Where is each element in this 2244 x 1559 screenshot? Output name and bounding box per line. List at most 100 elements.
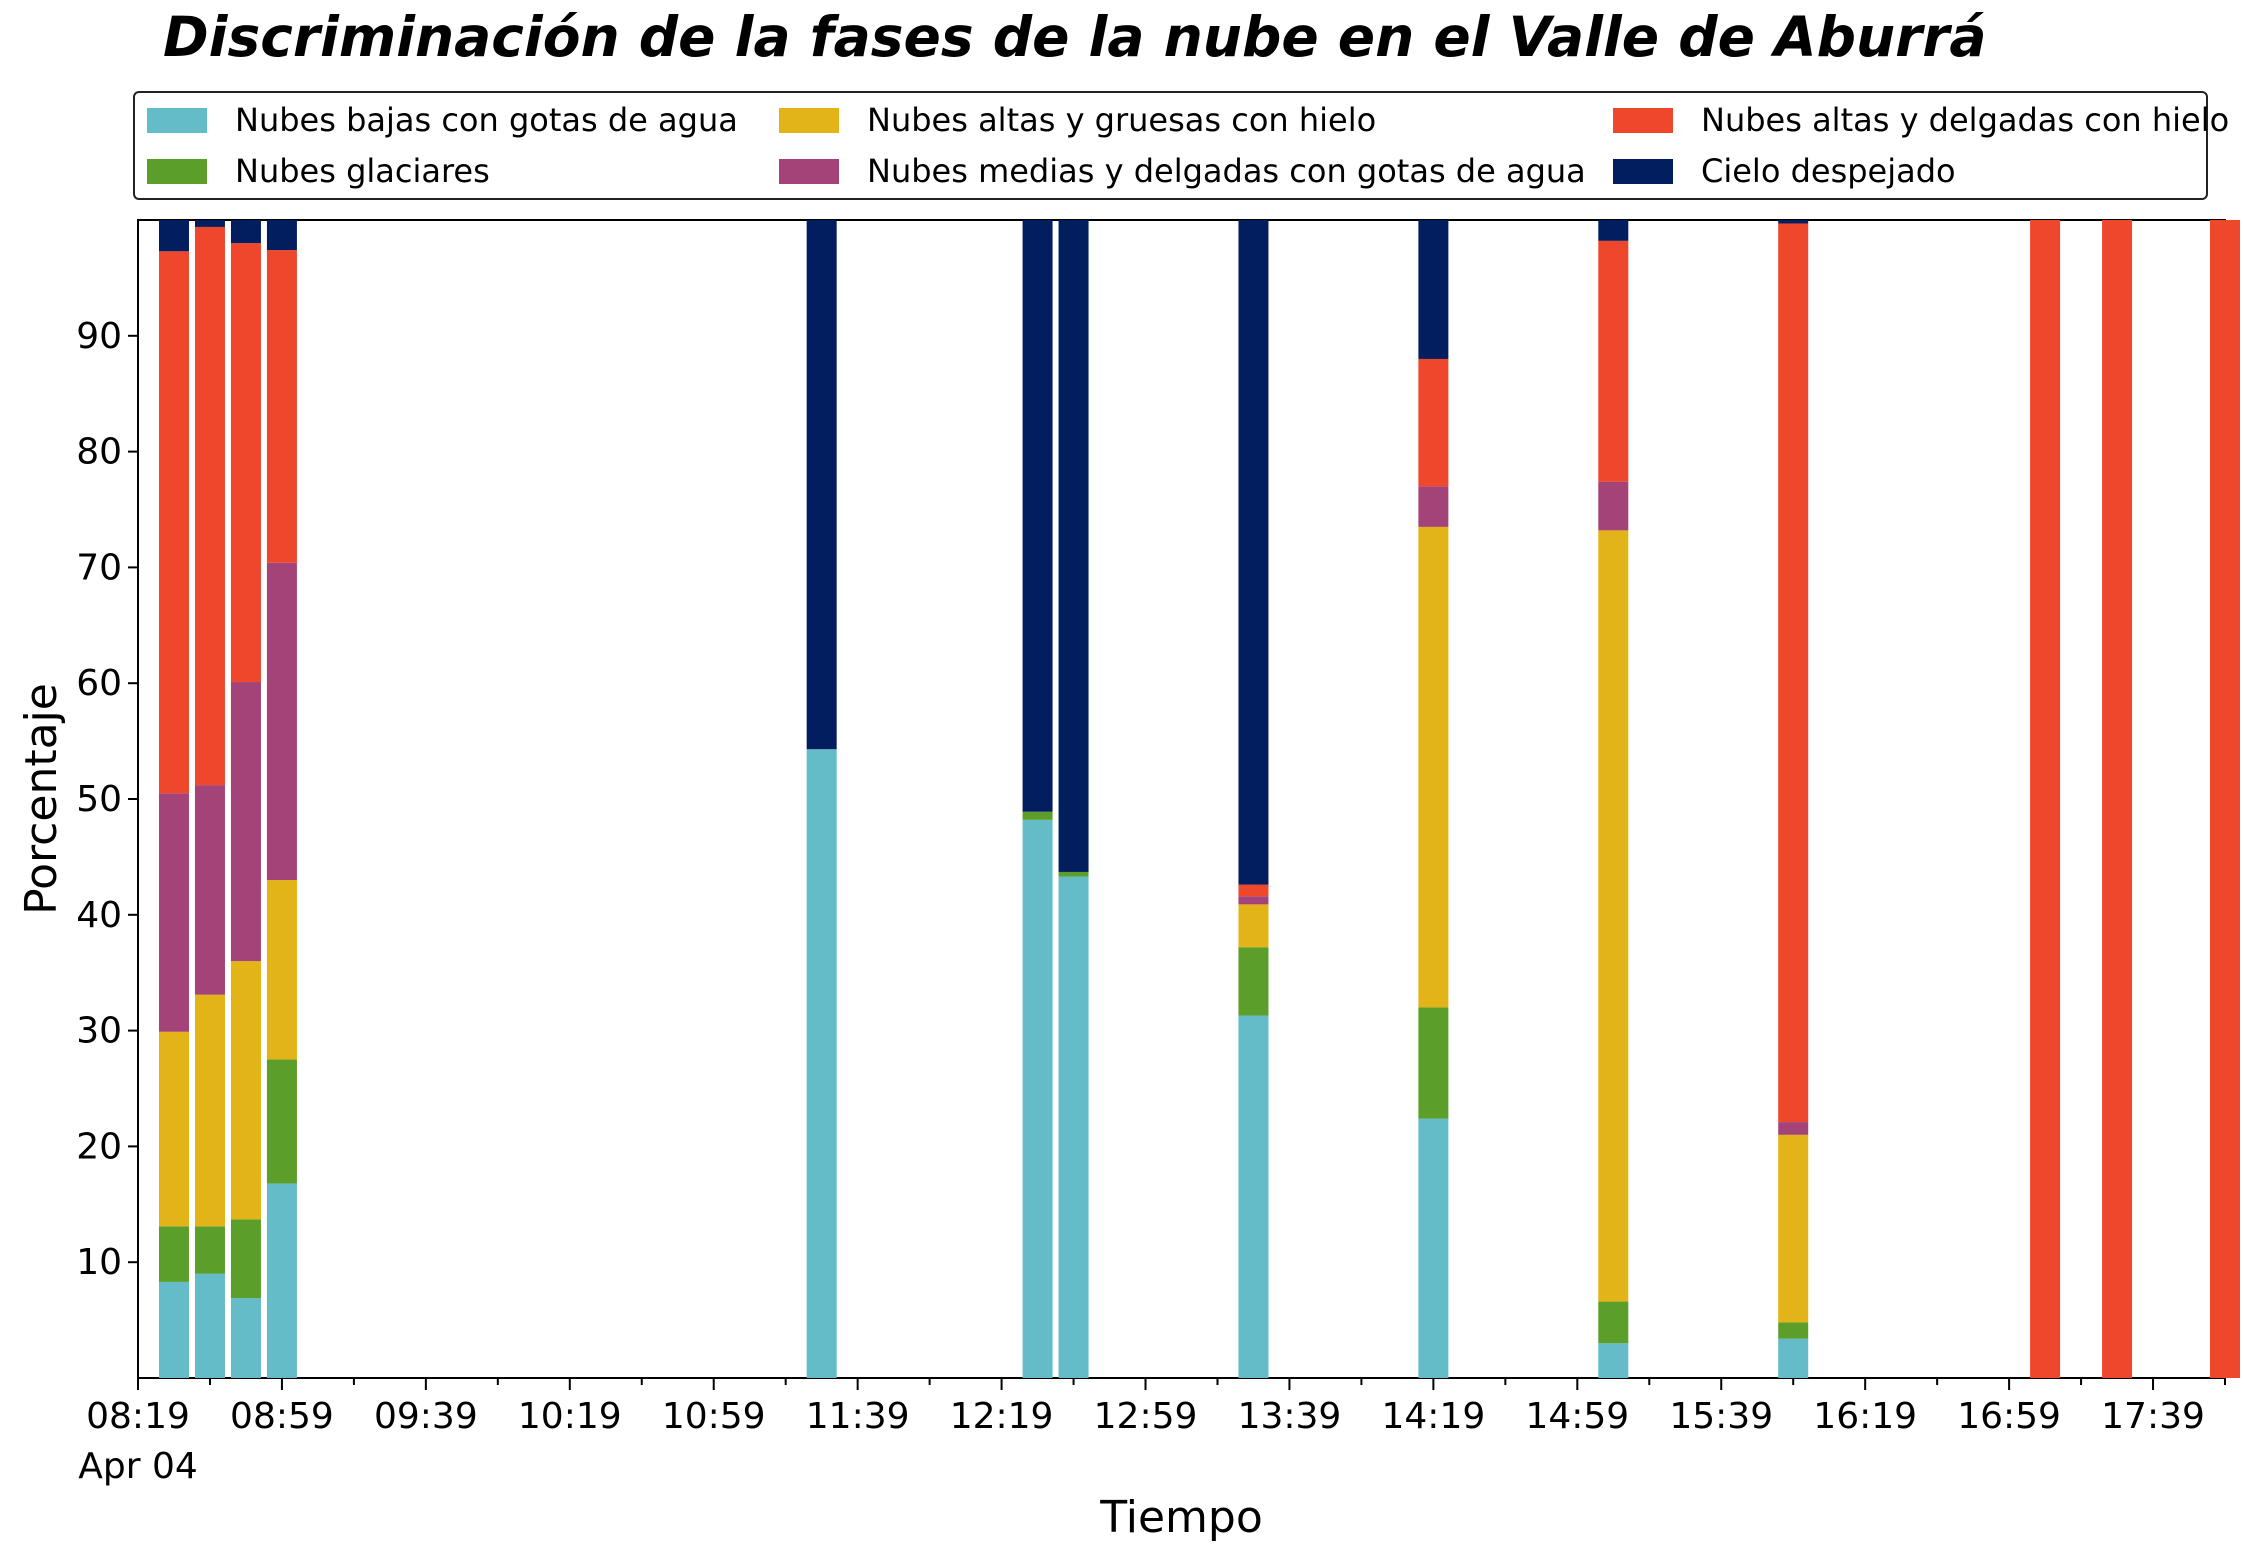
legend-label-4: Nubes medias y delgadas con gotas de agu… — [867, 152, 1586, 190]
x-date-label: Apr 04 — [78, 1446, 198, 1487]
legend-swatch-6 — [1613, 158, 1673, 184]
bar-segment-4-series-5 — [266, 250, 297, 563]
bar-segment-3-series-3 — [230, 961, 261, 1220]
bar-segment-1-series-1 — [158, 1281, 189, 1378]
bar-segment-6-series-6 — [1022, 220, 1053, 812]
bar-segment-4-series-6 — [266, 220, 297, 251]
bar-segment-13-series-5 — [2102, 220, 2133, 1378]
y-tick-label-50: 50 — [76, 779, 122, 820]
x-tick-label-9: 14:19 — [1382, 1396, 1486, 1437]
bar-segment-4-series-4 — [266, 562, 297, 881]
y-tick-label-40: 40 — [76, 895, 122, 936]
bar-segment-4-series-2 — [266, 1059, 297, 1184]
y-tick-label-90: 90 — [76, 316, 122, 357]
legend-swatch-1 — [147, 107, 207, 133]
x-tick-label-0: 08:19 — [86, 1396, 190, 1437]
bar-segment-10-series-3 — [1598, 530, 1629, 1302]
bar-segment-4-series-1 — [266, 1183, 297, 1378]
x-tick-label-13: 16:59 — [1957, 1396, 2061, 1437]
legend-swatch-3 — [779, 107, 839, 133]
bar-segment-1-series-3 — [158, 1031, 189, 1227]
bar-segment-2-series-3 — [194, 994, 225, 1227]
bar-segment-9-series-4 — [1418, 486, 1449, 527]
bar-segment-2-series-1 — [194, 1273, 225, 1378]
y-tick-label-10: 10 — [76, 1242, 122, 1283]
legend-label-6: Cielo despejado — [1701, 152, 1956, 190]
y-tick-label-70: 70 — [76, 547, 122, 588]
bar-segment-12-series-5 — [2030, 220, 2061, 1378]
bar-segment-7-series-2 — [1058, 871, 1089, 877]
bar-segment-10-series-5 — [1598, 240, 1629, 482]
bar-segment-8-series-4 — [1238, 896, 1269, 905]
bar-segment-3-series-1 — [230, 1298, 261, 1378]
bar-segment-1-series-4 — [158, 793, 189, 1032]
legend-item-5: Nubes altas y delgadas con hielo — [1601, 100, 2229, 140]
y-tick-label-30: 30 — [76, 1011, 122, 1052]
x-tick-label-6: 12:19 — [950, 1396, 1054, 1437]
bar-segment-6-series-1 — [1022, 819, 1053, 1378]
x-tick-label-7: 12:59 — [1094, 1396, 1198, 1437]
bar-segment-11-series-3 — [1778, 1134, 1809, 1323]
bar-segment-4-series-3 — [266, 880, 297, 1060]
bar-segment-10-series-6 — [1598, 220, 1629, 241]
bar-segment-6-series-2 — [1022, 811, 1053, 820]
bar-segment-9-series-6 — [1418, 220, 1449, 359]
legend-swatch-2 — [147, 158, 207, 184]
bar-segment-11-series-2 — [1778, 1322, 1809, 1339]
bar-segment-8-series-6 — [1238, 220, 1269, 885]
legend-swatch-5 — [1613, 107, 1673, 133]
legend-item-2: Nubes glaciares — [135, 151, 490, 191]
x-tick-label-11: 15:39 — [1669, 1396, 1773, 1437]
bar-segment-8-series-2 — [1238, 947, 1269, 1016]
y-tick-label-80: 80 — [76, 432, 122, 473]
bar-segment-3-series-6 — [230, 220, 261, 244]
bar-segment-1-series-6 — [158, 220, 189, 252]
bar-segment-3-series-5 — [230, 243, 261, 683]
bar-segment-9-series-5 — [1418, 358, 1449, 487]
y-axis-title: Porcentaje — [16, 683, 67, 915]
bar-segment-14-series-5 — [2210, 220, 2240, 1378]
bar-segment-3-series-4 — [230, 682, 261, 962]
bar-segment-5-series-6 — [806, 220, 837, 750]
bar-segment-11-series-4 — [1778, 1122, 1809, 1135]
legend-swatch-4 — [779, 158, 839, 184]
bar-segment-11-series-5 — [1778, 223, 1809, 1123]
legend-label-5: Nubes altas y delgadas con hielo — [1701, 101, 2230, 139]
legend-label-1: Nubes bajas con gotas de agua — [235, 101, 738, 139]
bar-segment-10-series-4 — [1598, 481, 1629, 531]
bar-segment-10-series-1 — [1598, 1343, 1629, 1378]
bar-segment-11-series-1 — [1778, 1338, 1809, 1378]
bar-segment-8-series-5 — [1238, 884, 1269, 897]
bar-segment-7-series-1 — [1058, 876, 1089, 1378]
bar-segment-8-series-3 — [1238, 904, 1269, 948]
bar-segment-9-series-3 — [1418, 526, 1449, 1008]
bar-segment-9-series-2 — [1418, 1007, 1449, 1119]
x-tick-label-14: 17:39 — [2101, 1396, 2205, 1437]
bar-segment-2-series-4 — [194, 785, 225, 995]
bar-segment-10-series-2 — [1598, 1301, 1629, 1344]
legend-label-3: Nubes altas y gruesas con hielo — [867, 101, 1377, 139]
x-tick-label-8: 13:39 — [1238, 1396, 1342, 1437]
x-tick-label-5: 11:39 — [806, 1396, 910, 1437]
legend: Nubes bajas con gotas de agua Nubes glaci… — [133, 91, 2229, 200]
legend-item-4: Nubes medias y delgadas con gotas de agu… — [767, 151, 1586, 191]
x-tick-label-10: 14:59 — [1525, 1396, 1629, 1437]
x-tick-label-3: 10:19 — [518, 1396, 622, 1437]
plot-frame — [137, 219, 2226, 1379]
bar-segment-11-series-6 — [1778, 220, 1809, 224]
y-tick-label-20: 20 — [76, 1126, 122, 1167]
legend-item-3: Nubes altas y gruesas con hielo — [767, 100, 1376, 140]
bar-segment-1-series-5 — [158, 251, 189, 794]
x-tick-label-4: 10:59 — [662, 1396, 766, 1437]
chart-title: Discriminación de la fases de la nube en… — [163, 5, 1987, 69]
x-tick-label-1: 08:59 — [230, 1396, 334, 1437]
bar-segment-7-series-6 — [1058, 220, 1089, 872]
bar-segment-5-series-1 — [806, 749, 837, 1378]
legend-item-1: Nubes bajas con gotas de agua — [135, 100, 738, 140]
bar-segment-2-series-6 — [194, 220, 225, 227]
x-axis-title: Tiempo — [1099, 1492, 1263, 1543]
legend-item-6: Cielo despejado — [1601, 151, 1956, 191]
legend-label-2: Nubes glaciares — [235, 152, 490, 190]
bar-segment-2-series-5 — [194, 226, 225, 786]
